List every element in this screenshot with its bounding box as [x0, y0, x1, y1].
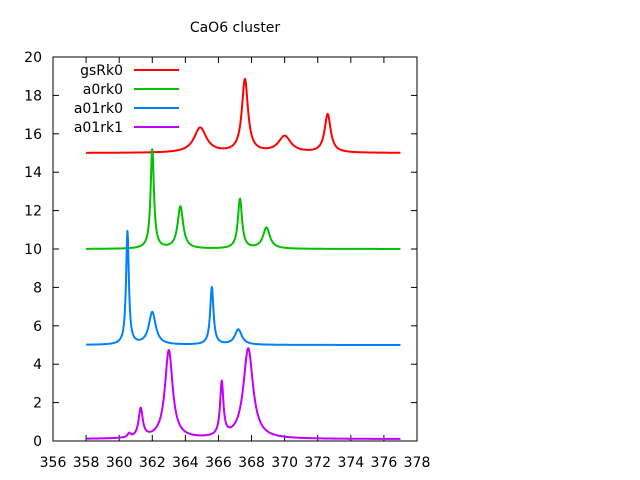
y-tick-label: 0: [33, 434, 42, 450]
chart-title: CaO6 cluster: [190, 20, 281, 36]
x-tick-label: 372: [304, 455, 331, 471]
y-axis-tick-labels: 0 2 4 6 8 10 12 14 16 18 20: [24, 50, 42, 450]
x-tick-label: 370: [271, 455, 298, 471]
series-line-a0rk0: [85, 148, 402, 250]
y-tick-label: 8: [33, 280, 42, 296]
y-tick-label: 4: [33, 357, 42, 373]
x-tick-label: 374: [337, 455, 364, 471]
legend: gsRk0 a0rk0 a01rk0 a01rk1: [74, 63, 179, 136]
x-tick-label: 368: [238, 455, 265, 471]
y-tick-label: 12: [24, 204, 42, 220]
y-tick-label: 16: [24, 127, 42, 143]
y-tick-label: 14: [24, 165, 42, 181]
x-axis-tick-labels: 356 358 360 362 364 366 368 370 372 374 376 378: [40, 455, 431, 471]
series-line-a01rk0: [85, 229, 402, 346]
x-tick-label: 360: [106, 455, 133, 471]
x-tick-label: 366: [205, 455, 232, 471]
y-tick-label: 18: [24, 88, 42, 104]
legend-label: a0rk0: [83, 82, 123, 98]
y-tick-label: 10: [24, 242, 42, 258]
x-tick-label: 378: [404, 455, 431, 471]
series-line-gsRk0: [85, 77, 402, 154]
legend-label: a01rk1: [74, 120, 123, 136]
series-line-a01rk1: [85, 347, 402, 440]
x-tick-label: 376: [371, 455, 398, 471]
y-tick-label: 2: [33, 396, 42, 412]
series-lines: [85, 77, 402, 440]
y-tick-label: 20: [24, 50, 42, 66]
y-tick-label: 6: [33, 319, 42, 335]
legend-label: gsRk0: [80, 63, 123, 79]
plot-frame: [52, 56, 418, 442]
x-tick-label: 358: [73, 455, 100, 471]
x-tick-label: 356: [40, 455, 67, 471]
x-tick-label: 362: [139, 455, 166, 471]
x-tick-label: 364: [172, 455, 199, 471]
legend-label: a01rk0: [74, 101, 123, 117]
